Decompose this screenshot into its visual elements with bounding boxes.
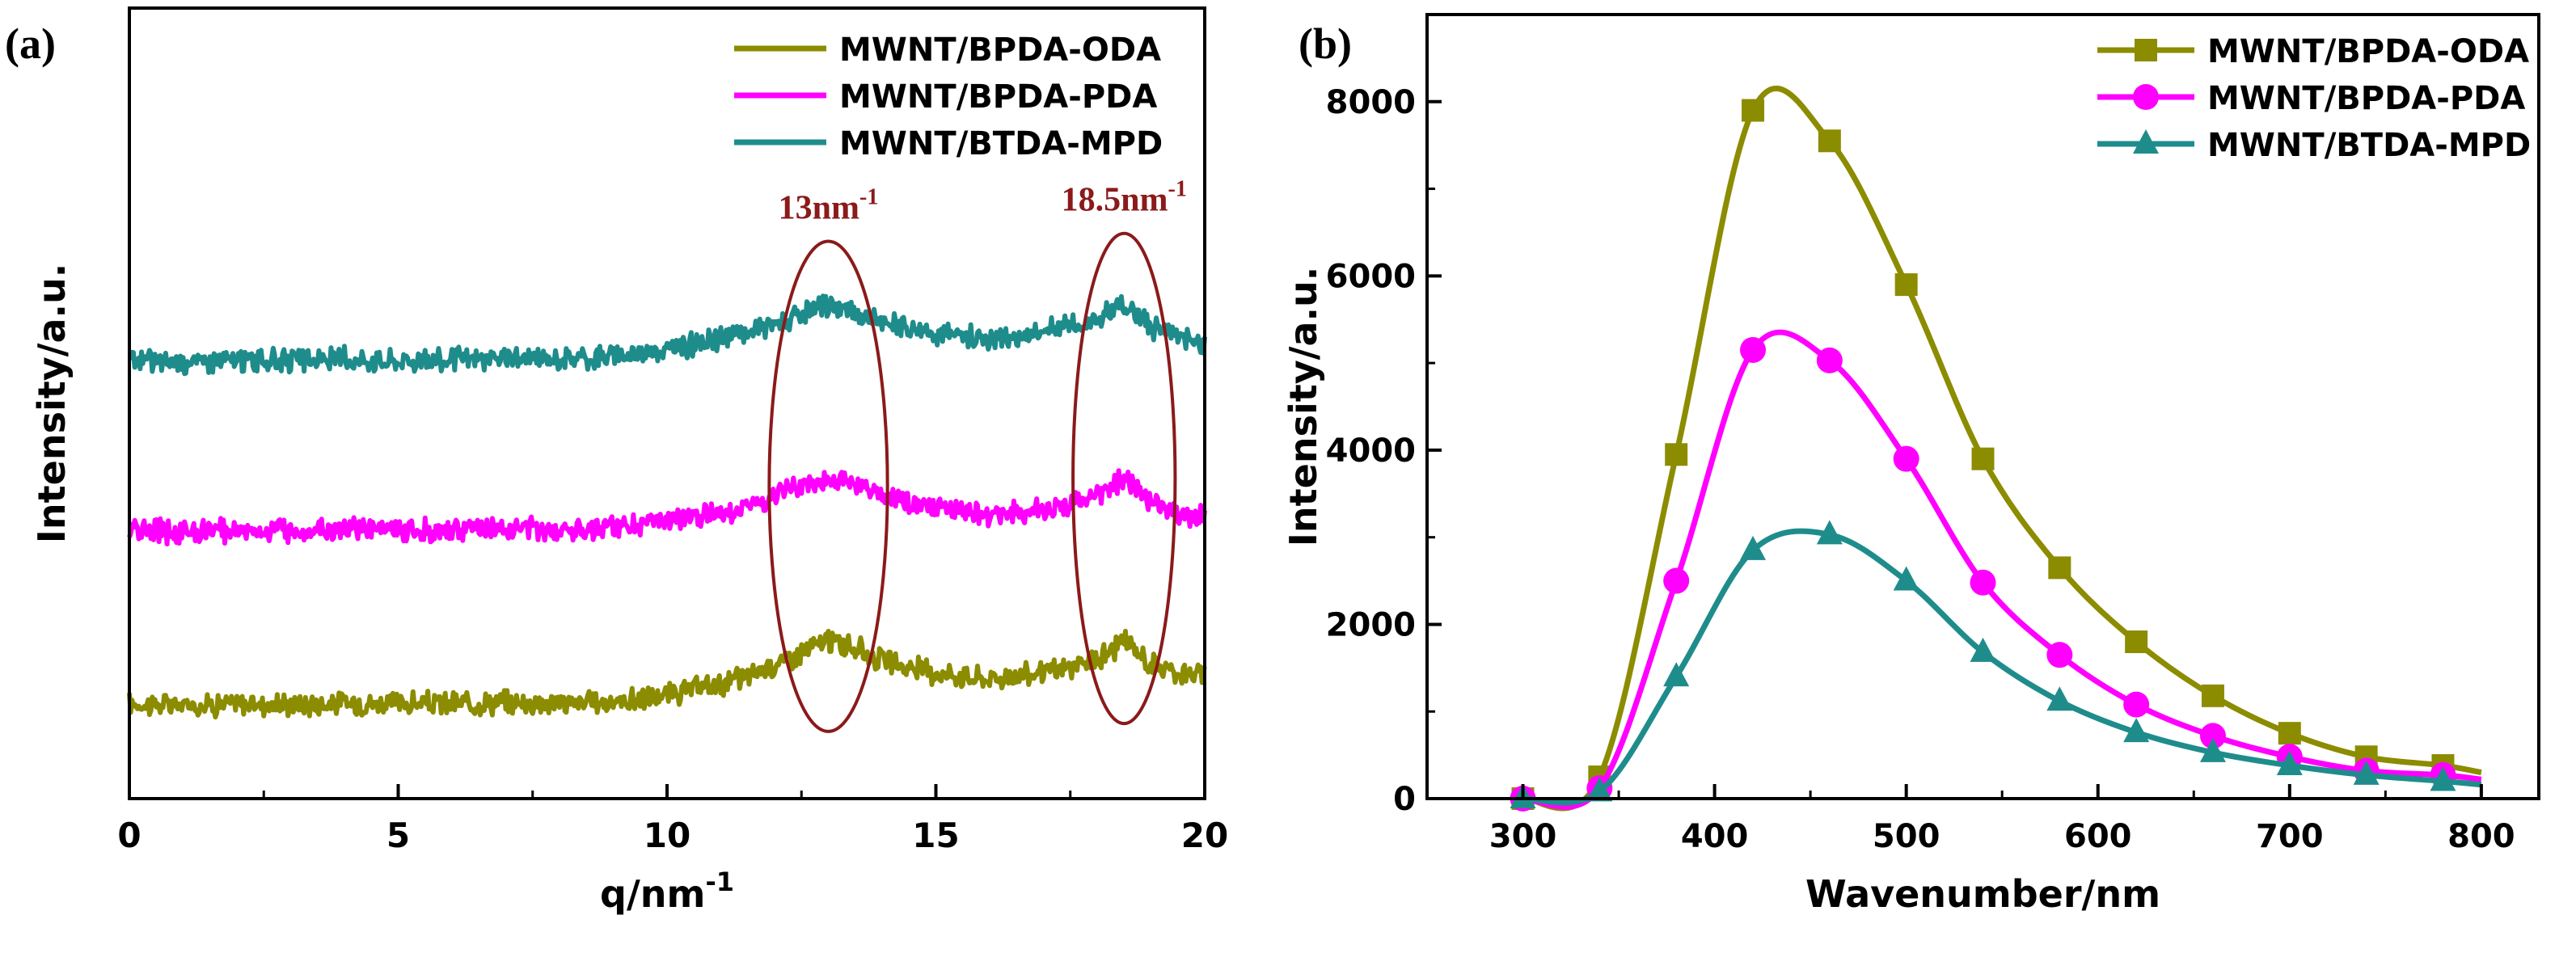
data-point-mwnt-btda-mpd-740 — [2353, 760, 2380, 785]
legend-label-mwnt-bpda-pda: MWNT/BPDA-PDA — [839, 78, 1157, 116]
x-tick-label-0: 0 — [117, 816, 141, 855]
panel-a-x-axis-label: q/nm-1 — [600, 867, 734, 916]
data-point-mwnt-bpda-pda-500 — [1893, 445, 1919, 472]
data-point-mwnt-bpda-oda-580 — [2048, 556, 2071, 580]
y-tick-label-4000: 4000 — [1326, 432, 1416, 470]
data-point-mwnt-btda-mpd-500 — [1893, 566, 1919, 591]
y-tick-label-8000: 8000 — [1326, 84, 1416, 121]
panel-a-x-axis-label-sup: -1 — [705, 867, 734, 897]
data-point-mwnt-bpda-pda-380 — [1663, 567, 1690, 594]
x-tick-label-800: 800 — [2447, 818, 2515, 855]
data-point-mwnt-bpda-oda-420 — [1742, 99, 1765, 122]
data-point-mwnt-bpda-pda-460 — [1816, 347, 1843, 373]
panel-a-x-axis-label-text: q/nm — [600, 872, 705, 916]
panel-b-plot-frame — [1425, 13, 2540, 800]
series-line-mwnt-bpda-pda — [1522, 329, 2482, 810]
data-point-mwnt-btda-mpd-340 — [1586, 777, 1613, 802]
panel-a-annotations: 13nm-1 18.5nm-1 — [767, 177, 1187, 733]
legend-swatch-marker-mwnt-btda-mpd — [2133, 129, 2159, 154]
data-point-mwnt-btda-mpd-620 — [2123, 718, 2150, 743]
panel-a-series-group — [127, 293, 1207, 720]
x-tick-label-20: 20 — [1181, 816, 1228, 855]
legend-swatch-marker-mwnt-bpda-oda — [2135, 39, 2157, 61]
panel-b-label: (b) — [1299, 19, 1352, 68]
series-line-mwnt-bpda-pda — [127, 468, 1207, 546]
data-point-mwnt-bpda-pda-540 — [1970, 569, 1996, 596]
data-point-mwnt-btda-mpd-380 — [1663, 662, 1690, 687]
data-point-mwnt-bpda-pda-580 — [2046, 642, 2073, 668]
data-point-mwnt-bpda-oda-500 — [1894, 273, 1918, 297]
panel-b-series-group — [1510, 86, 2482, 812]
legend-label-mwnt-bpda-oda: MWNT/BPDA-ODA — [839, 32, 1161, 69]
x-tick-label-10: 10 — [644, 816, 690, 855]
data-point-mwnt-bpda-oda-460 — [1818, 129, 1841, 153]
panel-a: (a) 13nm-1 18.5nm-1 0 5 10 15 20 Intensity/a.… — [5, 6, 1228, 916]
data-point-mwnt-btda-mpd-660 — [2199, 737, 2226, 762]
series-line-mwnt-btda-mpd — [1522, 528, 2482, 806]
data-point-mwnt-btda-mpd-780 — [2430, 766, 2456, 791]
x-tick-label-300: 300 — [1489, 818, 1557, 855]
series-line-mwnt-bpda-oda — [127, 628, 1207, 720]
panel-b-x-axis-label: Wavenumber/nm — [1805, 872, 2160, 916]
y-tick-label-0: 0 — [1393, 781, 1416, 818]
annotation-text-2: 18.5nm — [1062, 182, 1168, 219]
y-tick-label-6000: 6000 — [1326, 258, 1416, 295]
legend-label-mwnt-bpda-oda: MWNT/BPDA-ODA — [2207, 33, 2529, 70]
data-point-mwnt-btda-mpd-540 — [1970, 637, 1996, 662]
annotation-ellipse-1 — [767, 239, 889, 733]
data-point-mwnt-bpda-oda-660 — [2201, 684, 2224, 707]
series-line-mwnt-btda-mpd — [128, 293, 1207, 377]
data-point-mwnt-bpda-oda-620 — [2125, 630, 2148, 653]
panel-a-label: (a) — [5, 19, 56, 68]
panel-b: (b) 300 400 500 600 700 80002000400060008000 … — [1282, 13, 2540, 916]
x-tick-label-500: 500 — [1873, 818, 1940, 855]
x-tick-label-5: 5 — [386, 816, 410, 855]
data-point-mwnt-btda-mpd-420 — [1740, 535, 1767, 560]
panel-a-legend: MWNT/BPDA-ODA MWNT/BPDA-PDA MWNT/BTDA-MPD — [734, 32, 1163, 162]
data-point-mwnt-bpda-pda-420 — [1740, 336, 1767, 363]
legend-label-mwnt-btda-mpd: MWNT/BTDA-MPD — [839, 125, 1163, 162]
y-tick-label-2000: 2000 — [1326, 606, 1416, 643]
legend-label-mwnt-bpda-pda: MWNT/BPDA-PDA — [2207, 80, 2525, 117]
x-tick-label-15: 15 — [912, 816, 959, 855]
annotation-label-2: 18.5nm-1 — [1062, 177, 1187, 219]
panel-a-x-ticks: 0 5 10 15 20 — [117, 784, 1228, 855]
annotation-sup-2: -1 — [1168, 177, 1187, 202]
panel-b-legend: MWNT/BPDA-ODA MWNT/BPDA-PDA MWNT/BTDA-MPD — [2097, 33, 2531, 164]
annotation-text-1: 13nm — [779, 190, 859, 227]
data-point-mwnt-btda-mpd-700 — [2276, 751, 2303, 776]
panel-b-y-axis-label: Intensity/a.u. — [1282, 267, 1325, 546]
data-point-mwnt-btda-mpd-580 — [2046, 686, 2073, 711]
annotation-ellipse-2 — [1071, 231, 1177, 726]
annotation-label-1: 13nm-1 — [779, 185, 879, 227]
data-point-mwnt-bpda-oda-380 — [1665, 443, 1688, 466]
legend-swatch-marker-mwnt-bpda-pda — [2133, 84, 2159, 110]
legend-label-mwnt-btda-mpd: MWNT/BTDA-MPD — [2207, 127, 2531, 164]
x-tick-label-600: 600 — [2064, 818, 2132, 855]
data-point-mwnt-bpda-oda-700 — [2278, 722, 2301, 745]
x-tick-label-400: 400 — [1681, 818, 1749, 855]
data-point-mwnt-btda-mpd-460 — [1816, 520, 1843, 545]
x-tick-label-700: 700 — [2256, 818, 2324, 855]
data-point-mwnt-bpda-pda-660 — [2199, 723, 2226, 749]
panel-a-y-axis-label: Intensity/a.u. — [30, 264, 74, 543]
annotation-sup-1: -1 — [859, 185, 878, 210]
data-point-mwnt-bpda-pda-620 — [2123, 691, 2150, 718]
data-point-mwnt-bpda-oda-540 — [1971, 447, 1995, 470]
